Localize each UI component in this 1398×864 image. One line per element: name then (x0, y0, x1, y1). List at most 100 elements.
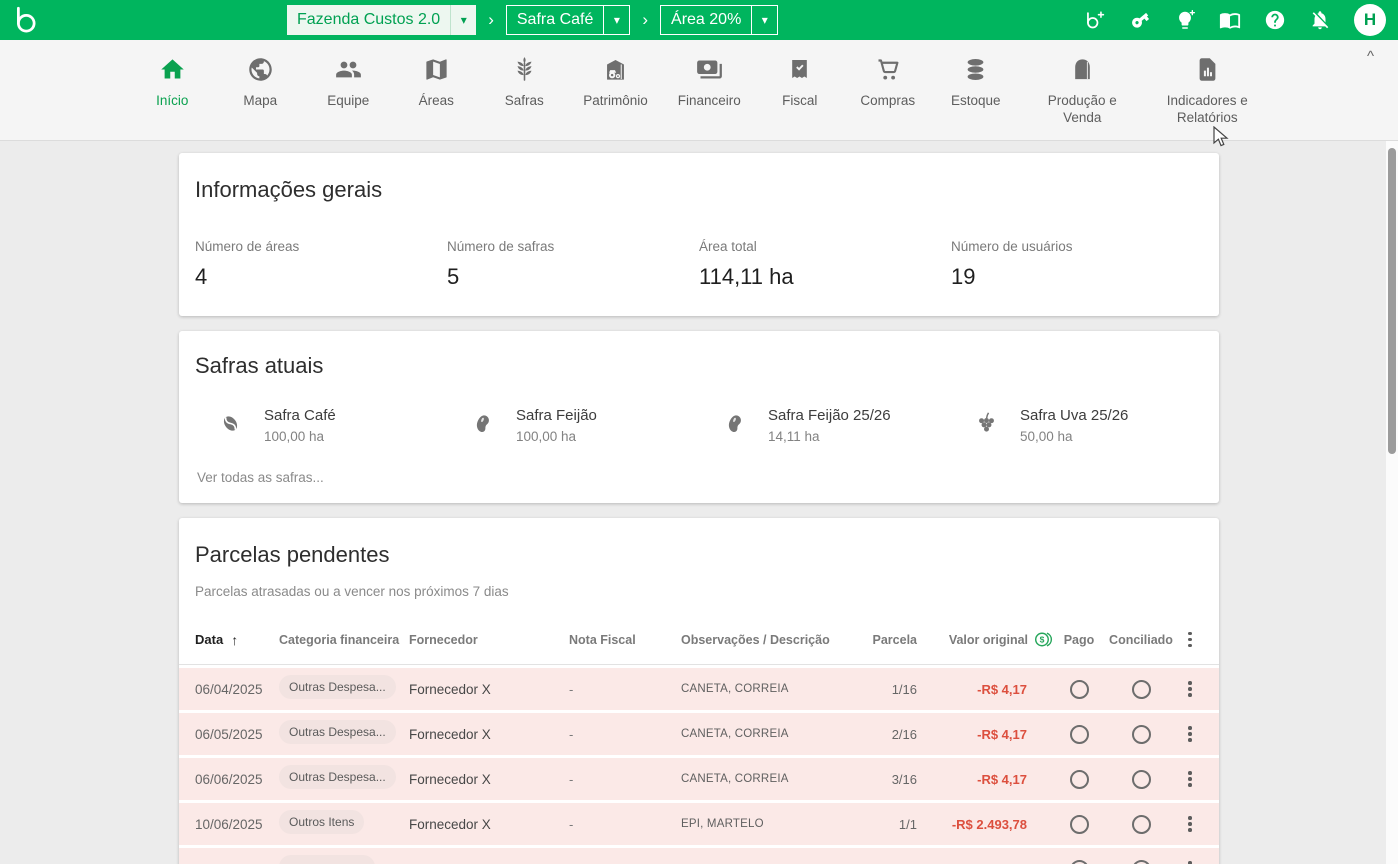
receipt-check-icon (792, 59, 808, 78)
table-row[interactable] (179, 848, 1219, 864)
scrollbar-track[interactable] (1386, 141, 1398, 864)
nav-label: Produção e Venda (1047, 93, 1117, 125)
cart-icon (878, 59, 899, 80)
pending-installments-subtitle: Parcelas atrasadas ou a vencer nos próxi… (195, 584, 509, 599)
svg-text:$: $ (1040, 635, 1045, 645)
stat-safras: Número de safras 5 (447, 239, 699, 290)
nav-item-mapa[interactable]: Mapa (231, 56, 289, 127)
idea-lightbulb-icon[interactable] (1174, 9, 1196, 31)
table-row[interactable]: 06/06/2025 Outras Despesa... Fornecedor … (179, 758, 1219, 800)
reconciled-radio[interactable] (1131, 814, 1151, 834)
table-row[interactable]: 10/06/2025 Outros Itens Fornecedor X - E… (179, 803, 1219, 845)
cell-installment: 2/16 (891, 726, 917, 742)
map-icon (426, 59, 447, 80)
cell-invoice: - (569, 726, 574, 742)
row-menu-icon[interactable] (1177, 677, 1203, 701)
cell-description: CANETA, CORREIA (681, 728, 789, 740)
chevron-down-icon[interactable]: ▾ (751, 6, 777, 34)
nav-item-producao-venda[interactable]: Produção e Venda (1035, 56, 1130, 127)
stat-areas: Número de áreas 4 (195, 239, 447, 290)
nav-label: Compras (860, 93, 916, 108)
stat-usuarios: Número de usuários 19 (951, 239, 1203, 290)
nav-label: Patrimônio (583, 93, 648, 108)
chevron-down-icon[interactable]: ▾ (450, 5, 476, 35)
paid-radio[interactable] (1069, 679, 1089, 699)
scrollbar-thumb[interactable] (1388, 148, 1396, 454)
col-label: Valor original (948, 632, 1028, 647)
table-header-row: Data ↑ Categoria financeira Fornecedor N… (179, 615, 1219, 665)
nav-item-financeiro[interactable]: Financeiro (678, 56, 741, 127)
pending-table: Data ↑ Categoria financeira Fornecedor N… (179, 615, 1219, 864)
col-valor: Valor original $ (917, 630, 1053, 649)
nav-item-fiscal[interactable]: Fiscal (771, 56, 829, 127)
home-icon (160, 59, 184, 79)
cell-installment: 1/1 (898, 816, 917, 832)
notifications-off-icon[interactable] (1309, 9, 1331, 31)
paid-radio[interactable] (1069, 814, 1089, 834)
harvest-item[interactable]: Safra Feijão 100,00 ha (447, 407, 699, 444)
collapse-nav-icon[interactable]: ^ (1366, 48, 1374, 65)
nav-item-safras[interactable]: Safras (495, 56, 553, 127)
category-chip: Outras Despesa... (279, 719, 396, 744)
bean-icon (721, 410, 748, 437)
nav-item-patrimonio[interactable]: Patrimônio (583, 56, 648, 127)
farm-dropdown-label: Fazenda Custos 2.0 (297, 11, 441, 28)
cell-date: 06/04/2025 (195, 681, 263, 697)
col-data[interactable]: Data ↑ (195, 632, 279, 648)
reconciled-radio[interactable] (1131, 859, 1151, 864)
people-icon (335, 61, 361, 78)
harvest-dropdown-label: Safra Café (516, 11, 594, 28)
aegro-logo-icon[interactable] (10, 5, 40, 35)
nav-item-estoque[interactable]: Estoque (947, 56, 1005, 127)
row-menu-icon[interactable] (1177, 722, 1203, 746)
cell-invoice: - (569, 771, 574, 787)
harvest-item[interactable]: Safra Uva 25/26 50,00 ha (951, 407, 1203, 444)
cell-installment: 3/16 (891, 771, 917, 787)
reconciled-radio[interactable] (1131, 679, 1151, 699)
reconciled-radio[interactable] (1131, 724, 1151, 744)
nav-label: Início (156, 93, 189, 108)
avatar[interactable]: H (1354, 4, 1386, 36)
row-menu-icon[interactable] (1177, 857, 1203, 864)
sort-asc-icon[interactable]: ↑ (231, 631, 239, 648)
harvest-dropdown[interactable]: Safra Café ▾ (505, 5, 631, 35)
stack-icon (967, 59, 984, 80)
book-icon[interactable] (1219, 9, 1241, 31)
add-new-icon[interactable] (1084, 9, 1106, 31)
nav-item-indicadores-relatorios[interactable]: Indicadores e Relatórios (1160, 56, 1255, 127)
current-harvests-title: Safras atuais (195, 353, 324, 378)
col-label: Data (195, 632, 224, 647)
cell-value: -R$ 4,17 (977, 771, 1027, 787)
help-icon[interactable] (1264, 9, 1286, 31)
row-menu-icon[interactable] (1177, 812, 1203, 836)
area-dropdown[interactable]: Área 20% ▾ (660, 5, 779, 35)
row-menu-icon[interactable] (1177, 767, 1203, 791)
table-menu-icon[interactable] (1177, 628, 1203, 652)
farm-dropdown[interactable]: Fazenda Custos 2.0 ▾ (287, 5, 477, 35)
nav-item-compras[interactable]: Compras (859, 56, 917, 127)
cell-date: 06/06/2025 (195, 771, 263, 787)
nav-item-inicio[interactable]: Início (143, 56, 201, 127)
chevron-down-icon[interactable]: ▾ (603, 6, 629, 34)
harvest-item[interactable]: Safra Feijão 25/26 14,11 ha (699, 407, 951, 444)
reconciled-radio[interactable] (1131, 769, 1151, 789)
currency-coin-icon[interactable]: $ (1034, 630, 1053, 649)
see-all-harvests-link[interactable]: Ver todas as safras... (197, 470, 324, 485)
paid-radio[interactable] (1069, 724, 1089, 744)
harvest-item[interactable]: Safra Café 100,00 ha (195, 407, 447, 444)
money-icon (696, 60, 722, 79)
paid-radio[interactable] (1069, 859, 1089, 864)
nav-label: Mapa (243, 93, 278, 108)
nav-item-equipe[interactable]: Equipe (319, 56, 377, 127)
nav-item-areas[interactable]: Áreas (407, 56, 465, 127)
stat-label: Área total (699, 239, 757, 254)
harvest-name: Safra Uva 25/26 (1020, 407, 1129, 424)
cell-supplier: Fornecedor X (409, 726, 491, 742)
paid-radio[interactable] (1069, 769, 1089, 789)
cell-invoice: - (569, 681, 574, 697)
table-row[interactable]: 06/05/2025 Outras Despesa... Fornecedor … (179, 713, 1219, 755)
globe-icon (248, 58, 272, 81)
table-row[interactable]: 06/04/2025 Outras Despesa... Fornecedor … (179, 668, 1219, 710)
key-icon[interactable] (1129, 9, 1151, 31)
wheat-icon (517, 57, 532, 81)
